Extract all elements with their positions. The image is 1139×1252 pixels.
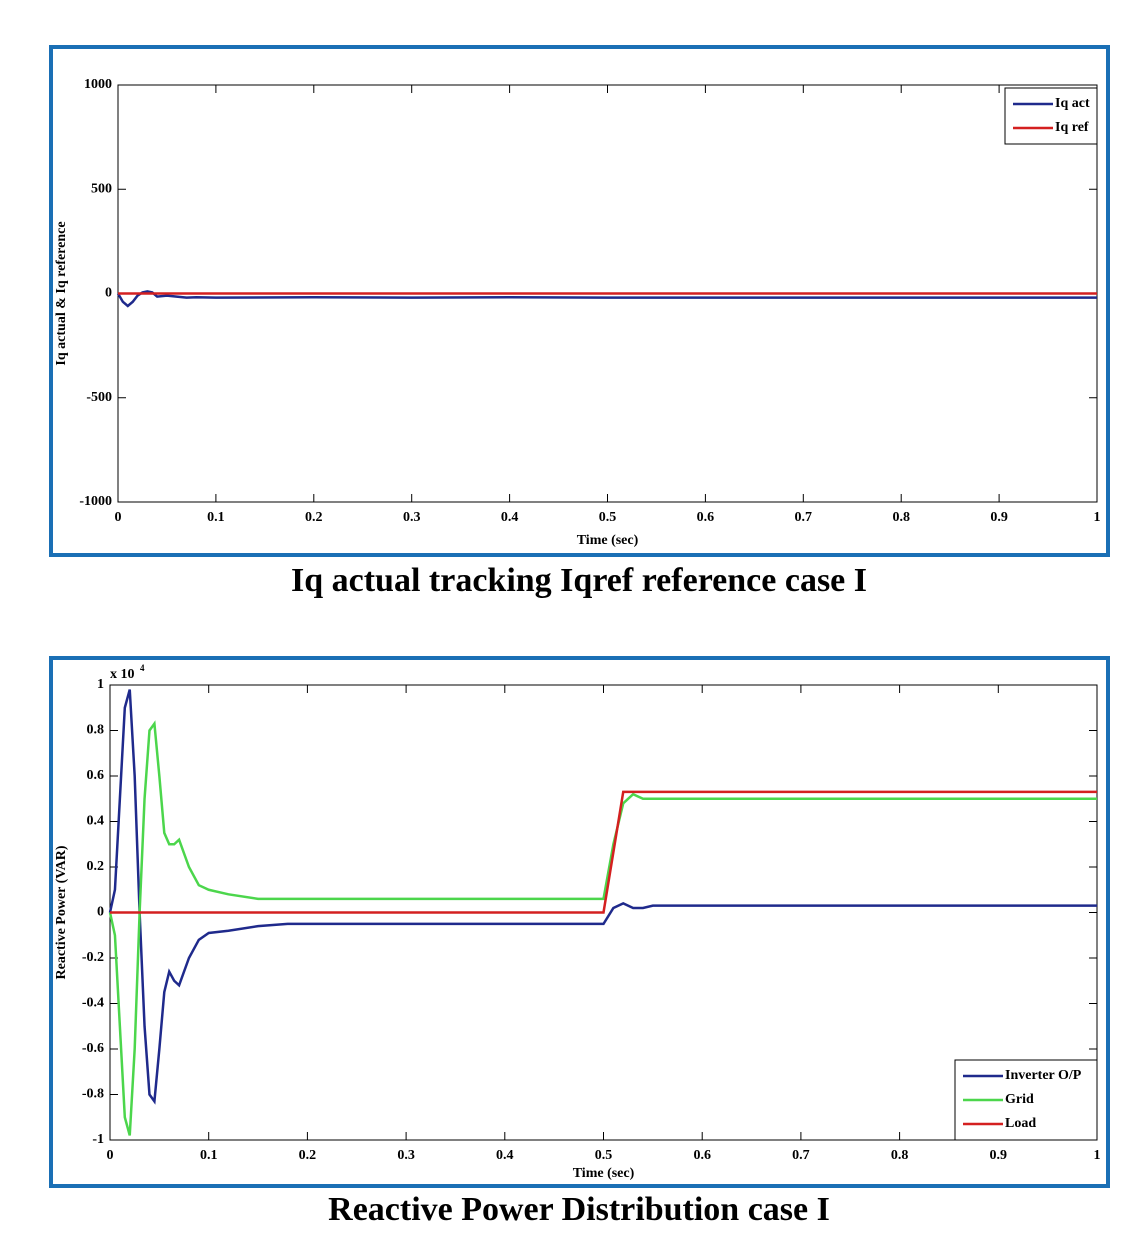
x-tick-label: 0.3 xyxy=(403,510,421,525)
x-tick-label: 1 xyxy=(1094,1148,1101,1163)
y-tick-label: 0 xyxy=(97,905,104,920)
series-line xyxy=(110,790,1097,914)
series-line xyxy=(108,689,1097,1105)
caption: Iq actual tracking Iqref reference case … xyxy=(291,562,867,599)
x-tick-label: 0.9 xyxy=(990,510,1008,525)
y-tick-label: -1000 xyxy=(79,494,112,509)
x-tick-label: 0.7 xyxy=(795,510,813,525)
x-tick-label: 0.2 xyxy=(299,1148,317,1163)
x-tick-label: 0.7 xyxy=(792,1148,810,1163)
x-tick-label: 0.2 xyxy=(305,510,323,525)
y-tick-label: -500 xyxy=(86,390,112,405)
series-line xyxy=(108,720,1097,1136)
x-tick-label: 0.5 xyxy=(595,1148,613,1163)
y-tick-label: -0.4 xyxy=(82,996,104,1011)
y-tick-label: -1 xyxy=(92,1132,104,1147)
x-tick-label: 0.6 xyxy=(693,1148,711,1163)
x-tick-label: 0.8 xyxy=(892,510,910,525)
x-tick-label: 0.4 xyxy=(501,510,519,525)
x-tick-label: 0.8 xyxy=(891,1148,909,1163)
x-tick-label: 0.3 xyxy=(397,1148,415,1163)
x-tick-label: 0.4 xyxy=(496,1148,514,1163)
chart-frame xyxy=(49,656,1110,1188)
y-tick-label: -0.2 xyxy=(82,950,104,965)
chart-frame xyxy=(49,45,1110,557)
y-tick-label: -0.6 xyxy=(82,1041,104,1056)
y-tick-label: 0.6 xyxy=(87,768,105,783)
x-axis-label: Time (sec) xyxy=(577,533,639,548)
y-axis-label: Reactive Power (VAR) xyxy=(54,845,69,979)
x-tick-label: 0.9 xyxy=(990,1148,1008,1163)
y-tick-label: -0.8 xyxy=(82,1087,104,1102)
x-tick-label: 0 xyxy=(107,1148,114,1163)
x-tick-label: 0 xyxy=(115,510,122,525)
x-tick-label: 0.1 xyxy=(200,1148,218,1163)
x-tick-label: 0.6 xyxy=(697,510,715,525)
y-tick-label: 1 xyxy=(97,677,104,692)
caption: Reactive Power Distribution case I xyxy=(328,1191,830,1228)
legend-text: Iq ref xyxy=(1055,120,1089,135)
legend-box xyxy=(1004,87,1098,145)
y-multiplier: x 10 xyxy=(110,667,135,682)
legend-text: Grid xyxy=(1005,1092,1034,1107)
legend-text: Inverter O/P xyxy=(1005,1068,1082,1083)
x-tick-label: 1 xyxy=(1094,510,1101,525)
y-axis-label: Iq actual & Iq reference xyxy=(54,221,69,365)
y-tick-label: 1000 xyxy=(84,77,112,92)
y-tick-label: 500 xyxy=(91,181,112,196)
x-tick-label: 0.5 xyxy=(599,510,617,525)
y-tick-label: 0.4 xyxy=(87,814,105,829)
y-tick-label: 0.8 xyxy=(87,723,105,738)
y-multiplier-exponent: 4 xyxy=(140,663,145,673)
x-tick-label: 0.1 xyxy=(207,510,225,525)
y-tick-label: 0 xyxy=(105,286,112,301)
legend-text: Iq act xyxy=(1055,96,1090,111)
series-line xyxy=(116,290,1097,308)
y-tick-label: 0.2 xyxy=(87,859,105,874)
legend-text: Load xyxy=(1005,1116,1036,1131)
x-axis-label: Time (sec) xyxy=(573,1166,635,1181)
